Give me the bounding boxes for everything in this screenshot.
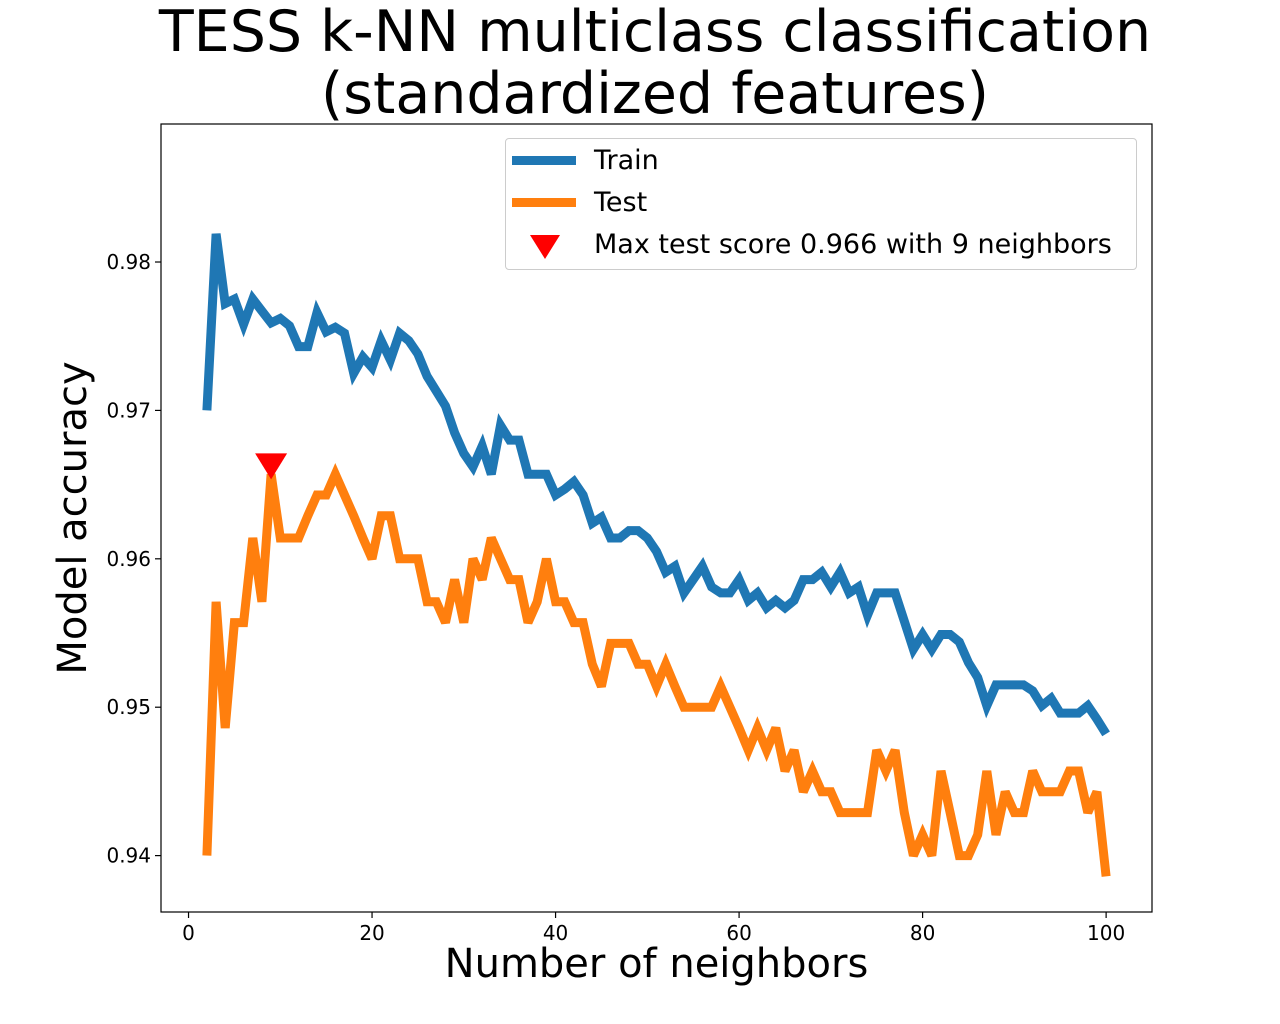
legend-label-train: Train	[594, 145, 659, 176]
series-line-train	[202, 233, 1110, 737]
x-tick-label: 0	[182, 921, 195, 945]
chart-title-line-2: (standardized features)	[321, 61, 989, 127]
y-tick-label: 0.94	[106, 844, 151, 868]
legend-label-test: Test	[594, 187, 648, 218]
x-axis-label: Number of neighbors	[444, 941, 869, 987]
legend-item-train: Train	[506, 139, 1136, 181]
legend-item-test: Test	[506, 181, 1136, 223]
legend-swatch-train	[512, 156, 576, 165]
legend-swatch-test	[512, 198, 576, 207]
x-tick-label: 40	[543, 921, 568, 945]
x-tick-label: 80	[910, 921, 935, 945]
series-lines	[202, 233, 1111, 877]
x-tick-label: 20	[359, 921, 384, 945]
y-tick-label: 0.97	[106, 398, 151, 422]
y-tick-label: 0.96	[106, 547, 151, 571]
x-tick-label: 60	[726, 921, 751, 945]
legend-triangle-marker-icon	[530, 235, 560, 259]
y-tick-label: 0.95	[106, 695, 151, 719]
x-tick-label: 100	[1087, 921, 1125, 945]
y-tick-label: 0.98	[106, 250, 151, 274]
axis-ticks: 0 20 40 60 80 100 0.94 0.95 0.96 0.97 0.98	[106, 250, 1125, 945]
legend-item-max-test: Max test score 0.966 with 9 neighbors	[506, 223, 1136, 265]
marker-layer	[255, 453, 288, 480]
legend-label-max-test: Max test score 0.966 with 9 neighbors	[594, 229, 1112, 260]
chart-title-line-1: TESS k-NN multiclass classification	[158, 0, 1152, 65]
series-line-test	[202, 463, 1111, 877]
chart-legend: Train Test Max test score 0.966 with 9 n…	[505, 138, 1137, 270]
plot-frame	[160, 123, 1153, 913]
max-test-marker	[255, 453, 288, 480]
y-axis-label: Model accuracy	[50, 361, 96, 675]
